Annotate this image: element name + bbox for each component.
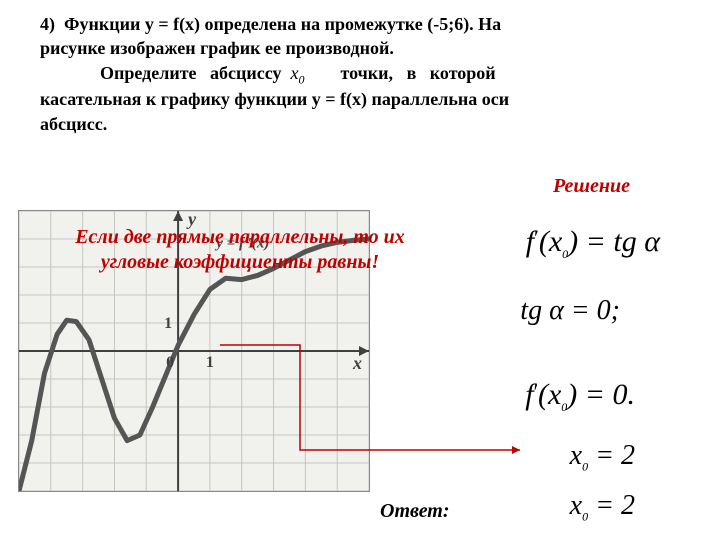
pointer-arrow (220, 340, 540, 470)
p3var: x (291, 63, 299, 83)
hint-line2: угловые коэффициенты равны! (101, 251, 379, 273)
formula-answer-x0: x0 = 2 (570, 490, 635, 525)
formula-fprime-tga: f′(x0) = tg α (526, 225, 660, 262)
problem-line5: абсцисс. (40, 114, 107, 134)
problem-line4: касательная к графику функции у = f(x) п… (40, 89, 509, 109)
solution-label: Решение (553, 175, 630, 198)
p3e: которой (430, 63, 496, 83)
formula-tga-zero: tg α = 0; (520, 295, 620, 327)
p3d: в (407, 63, 417, 83)
svg-text:1: 1 (206, 354, 214, 371)
p3b: абсциссу (210, 63, 281, 83)
p3c: точки, (341, 63, 394, 83)
answer-label: Ответ: (380, 500, 450, 523)
hint-line1: Если две прямые параллельны, то их (75, 226, 405, 248)
svg-text:0: 0 (166, 354, 174, 371)
problem-number: 4) (40, 14, 55, 34)
formula-x0-equals-2: x0 = 2 (570, 440, 635, 475)
svg-text:1: 1 (164, 315, 172, 332)
p3a: Определите (100, 63, 197, 83)
problem-line2: рисунке изображен график ее производной. (40, 38, 394, 58)
formula-fprime-zero: f′(x0) = 0. (525, 378, 635, 415)
problem-statement: 4) Функции у = f(x) определена на промеж… (0, 0, 720, 136)
p3sub: 0 (299, 72, 305, 86)
problem-line1: Функции у = f(x) определена на промежутк… (64, 14, 501, 34)
hint-text: Если две прямые параллельны, то их углов… (50, 225, 430, 275)
